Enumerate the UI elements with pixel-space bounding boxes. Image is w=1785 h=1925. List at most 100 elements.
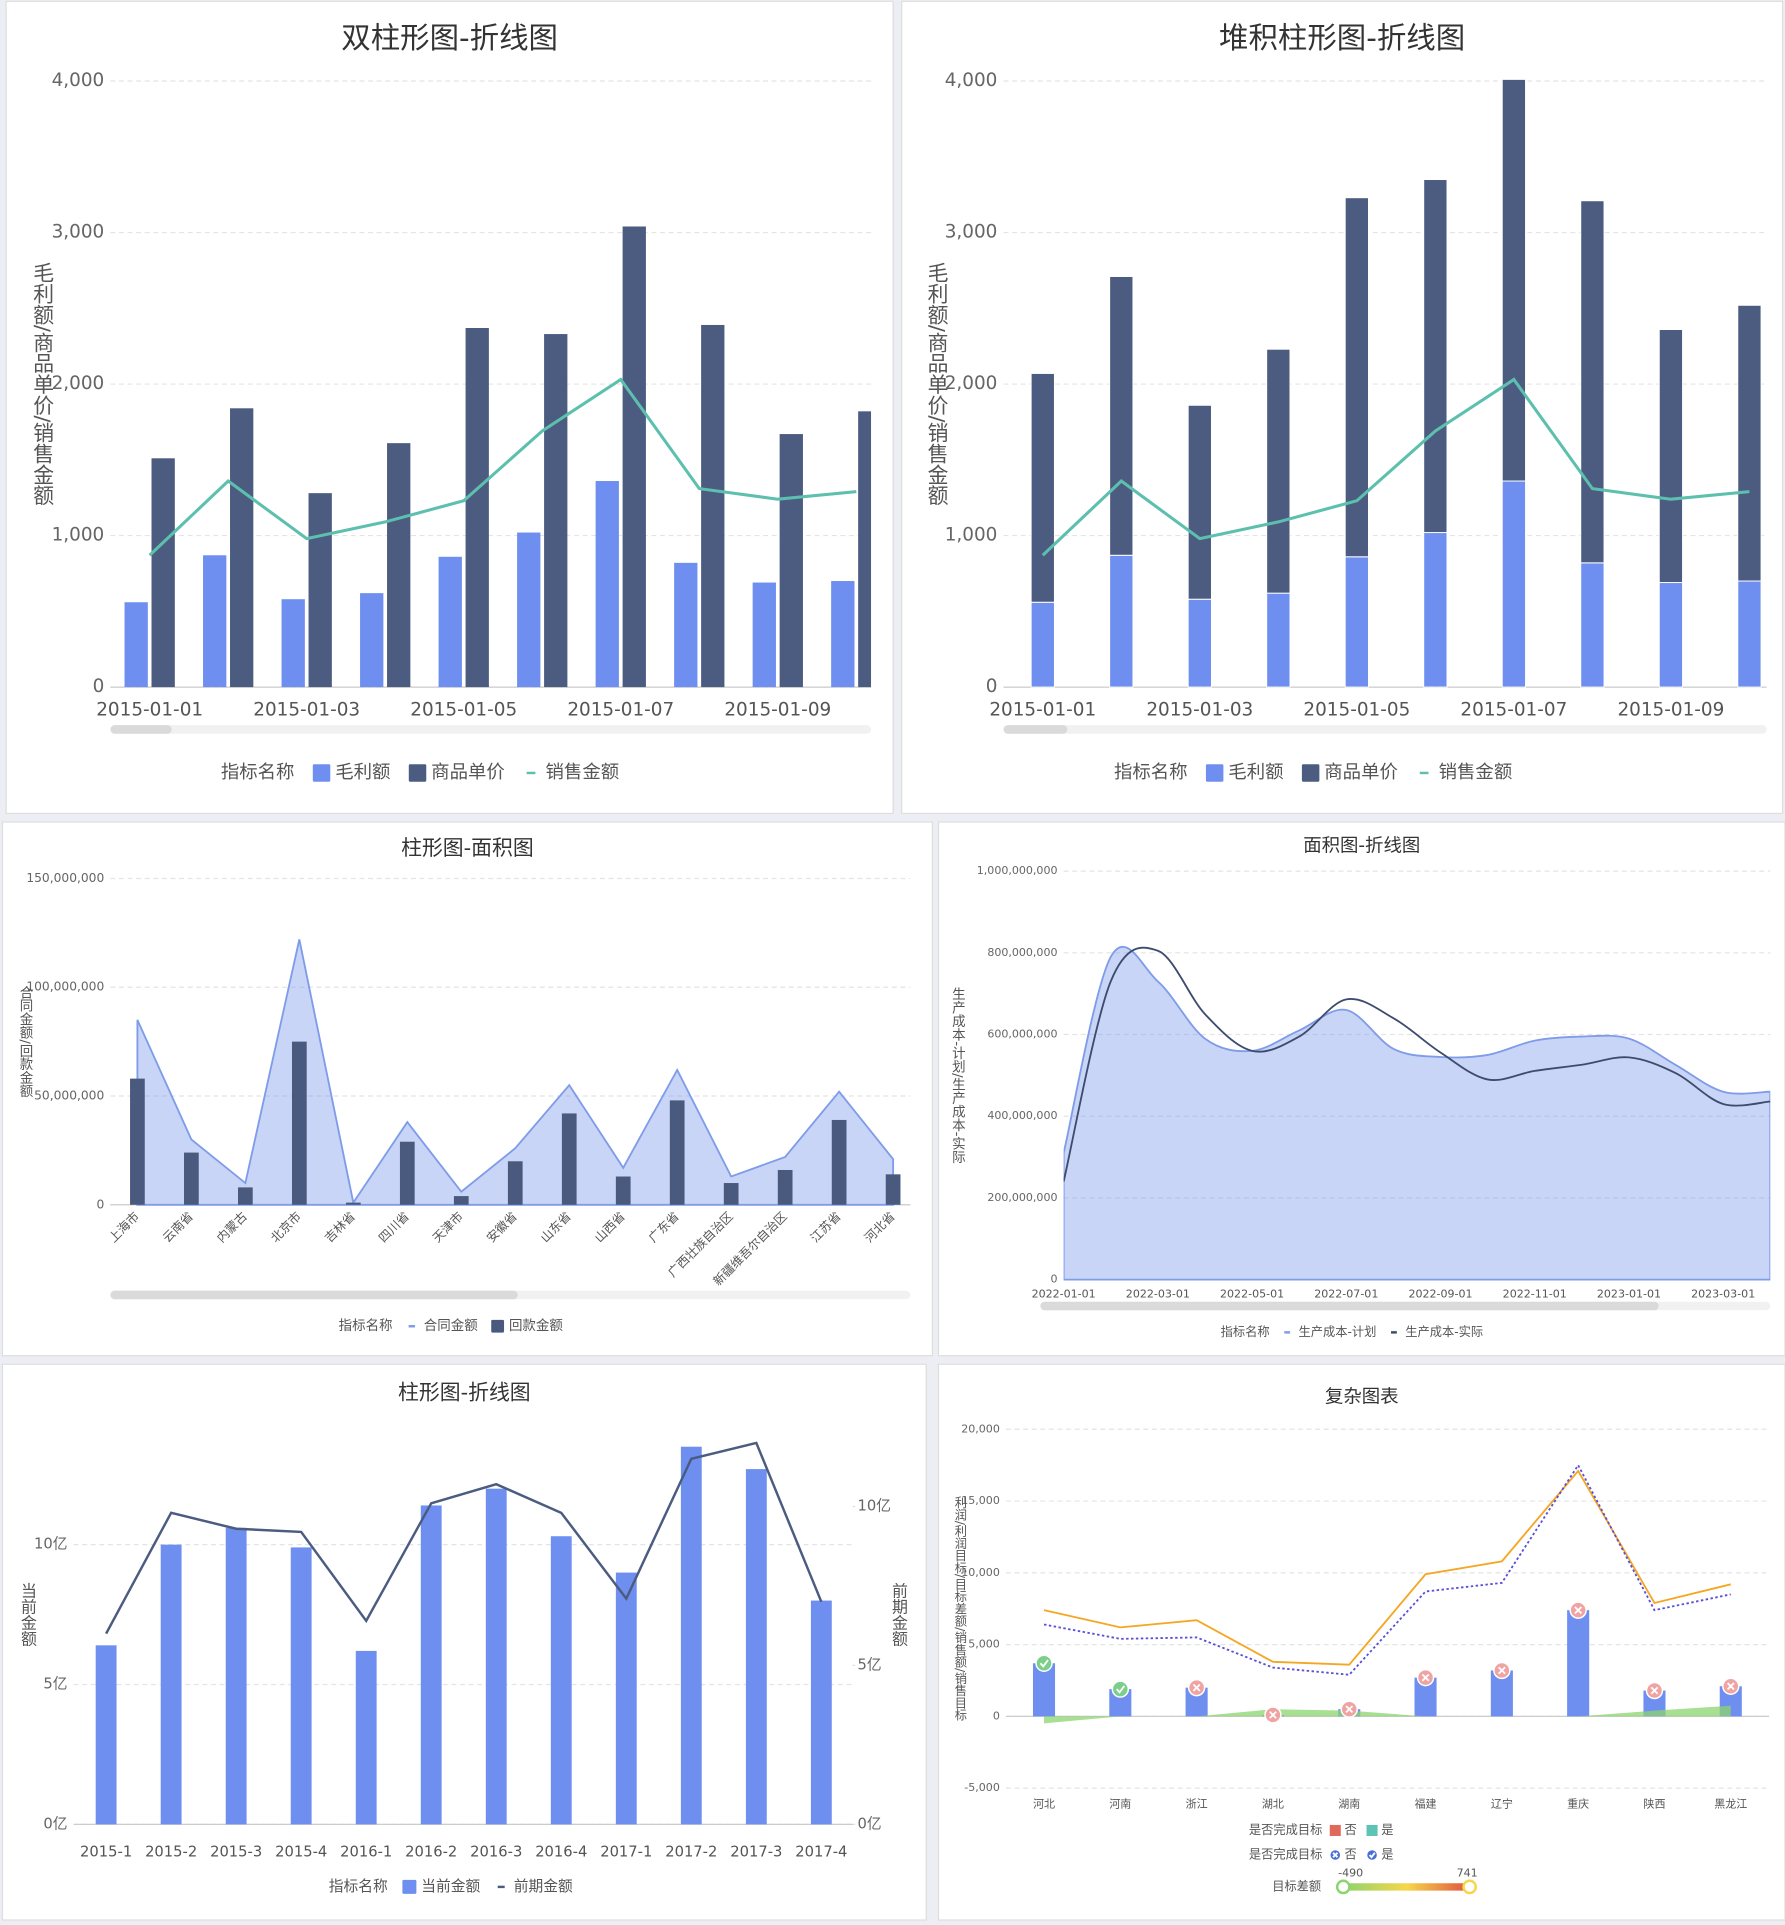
y-tick-label: 0亿	[43, 1815, 67, 1832]
x-tick-label: 2015-4	[275, 1844, 327, 1861]
bar	[225, 1527, 247, 1825]
y-tick-label: 100,000,000	[26, 980, 104, 994]
x-tick-label: 2017-2	[665, 1844, 717, 1861]
panel	[937, 821, 1785, 1357]
legend-label[interactable]: 当前金额	[421, 1878, 480, 1895]
legend-label[interactable]: 生产成本-计划	[1299, 1325, 1377, 1339]
x-tick-label: 2022-09-01	[1408, 1287, 1472, 1300]
x-tick-label: 福建	[1415, 1797, 1437, 1811]
x-tick-label: 重庆	[1567, 1797, 1589, 1811]
status-icon	[1416, 1668, 1435, 1687]
icon-cross	[1498, 1666, 1506, 1675]
bar	[622, 226, 646, 688]
bar	[858, 411, 872, 688]
y-axis-title: 合同金额/回款金额	[17, 985, 34, 1098]
status-icon	[1722, 1677, 1740, 1695]
legend-label[interactable]: 毛利额	[335, 762, 390, 783]
legend-label[interactable]: 回款金额	[509, 1318, 563, 1334]
legend-label[interactable]: 否	[1344, 1848, 1356, 1862]
bar	[1490, 1670, 1513, 1717]
line	[1063, 946, 1771, 1182]
y-tick-label: 3,000	[945, 222, 998, 243]
bar	[831, 581, 855, 688]
bar	[360, 593, 384, 688]
bar	[1423, 532, 1448, 688]
x-tick-label: 湖南	[1338, 1798, 1360, 1811]
y-tick-label: 150,000,000	[26, 871, 104, 885]
x-tick-label: 2015-01-03	[253, 699, 360, 720]
y-tick-label: 4,000	[52, 70, 105, 91]
x-tick-label: 2015-01-05	[1303, 699, 1410, 720]
bar	[550, 1536, 572, 1825]
y-tick-label: 400,000,000	[987, 1109, 1057, 1122]
data-zoom-handle[interactable]	[1040, 1301, 1659, 1311]
legend-swatch	[1301, 764, 1320, 782]
bar	[291, 1041, 307, 1205]
legend-title: 指标名称	[339, 1318, 393, 1334]
status-icon	[1493, 1661, 1511, 1680]
bar	[810, 1600, 832, 1825]
y-tick-label: 2,000	[945, 373, 998, 394]
plot-area	[1063, 946, 1771, 1281]
y-tick-label: 3,000	[52, 222, 105, 243]
bar	[1567, 1610, 1590, 1717]
bar	[1737, 304, 1762, 582]
legend-label[interactable]: 前期金额	[514, 1878, 573, 1895]
x-tick-label: 2016-2	[405, 1844, 457, 1861]
icon-check	[1039, 1659, 1049, 1668]
bar	[238, 1187, 253, 1205]
x-tick-label: 2016-3	[470, 1844, 522, 1861]
x-tick-label: 2023-03-01	[1691, 1287, 1755, 1300]
legend-label[interactable]: 销售金额	[546, 762, 620, 783]
bar	[680, 1446, 702, 1825]
visual-map-handle[interactable]	[1335, 1879, 1351, 1895]
bar	[1109, 1689, 1132, 1717]
legend-label[interactable]: 销售金额	[1439, 762, 1513, 783]
y-axis-title: 当前金额	[18, 1583, 37, 1647]
bar	[1501, 480, 1527, 688]
icon-cross	[1726, 1682, 1735, 1691]
legend-title: 指标名称	[1221, 1324, 1270, 1339]
icon-circle	[1111, 1680, 1130, 1698]
visual-map-handle[interactable]	[1462, 1879, 1477, 1895]
bar	[595, 481, 619, 688]
legend-label[interactable]: 商品单价	[1324, 762, 1398, 783]
bar	[1737, 580, 1762, 688]
bar	[1658, 329, 1684, 584]
bar	[485, 1488, 507, 1825]
status-icon	[1340, 1700, 1358, 1718]
y2-tick-label: 0亿	[858, 1815, 882, 1832]
icon-cross	[1345, 1705, 1354, 1714]
legend-label[interactable]: 生产成本-实际	[1405, 1324, 1483, 1339]
y-tick-label: 4,000	[945, 70, 998, 91]
legend-label[interactable]: 否	[1344, 1823, 1356, 1837]
data-zoom-handle[interactable]	[1003, 725, 1068, 734]
data-zoom-handle[interactable]	[110, 725, 172, 734]
y2-tick-label: 10亿	[858, 1497, 891, 1514]
bar	[1580, 562, 1605, 688]
data-zoom-handle[interactable]	[110, 1290, 518, 1300]
bar	[1344, 556, 1369, 688]
status-icon	[1111, 1680, 1130, 1698]
bar	[1580, 200, 1605, 564]
icon-cross	[1650, 1686, 1659, 1695]
bar	[1266, 592, 1291, 688]
y-tick-label: 0	[96, 1197, 104, 1211]
bar	[184, 1152, 199, 1205]
legend-label[interactable]: 商品单价	[431, 762, 505, 783]
icon-cross	[1574, 1606, 1583, 1614]
area	[136, 939, 895, 1206]
bar	[779, 434, 803, 688]
chart-title: 堆积柱形图-折线图	[1219, 21, 1465, 55]
line	[1041, 377, 1750, 557]
x-tick-label: 陕西	[1643, 1797, 1665, 1811]
bar	[1109, 275, 1134, 556]
legend-label[interactable]: 毛利额	[1228, 762, 1283, 783]
legend-label[interactable]: 是	[1381, 1823, 1393, 1837]
status-icon	[1645, 1681, 1664, 1700]
legend-label[interactable]: 是	[1381, 1848, 1393, 1862]
y-tick-label: 1,000	[945, 525, 998, 546]
legend-label[interactable]: 合同金额	[424, 1318, 478, 1334]
bar	[885, 1174, 901, 1205]
data-zoom-track	[110, 725, 872, 734]
